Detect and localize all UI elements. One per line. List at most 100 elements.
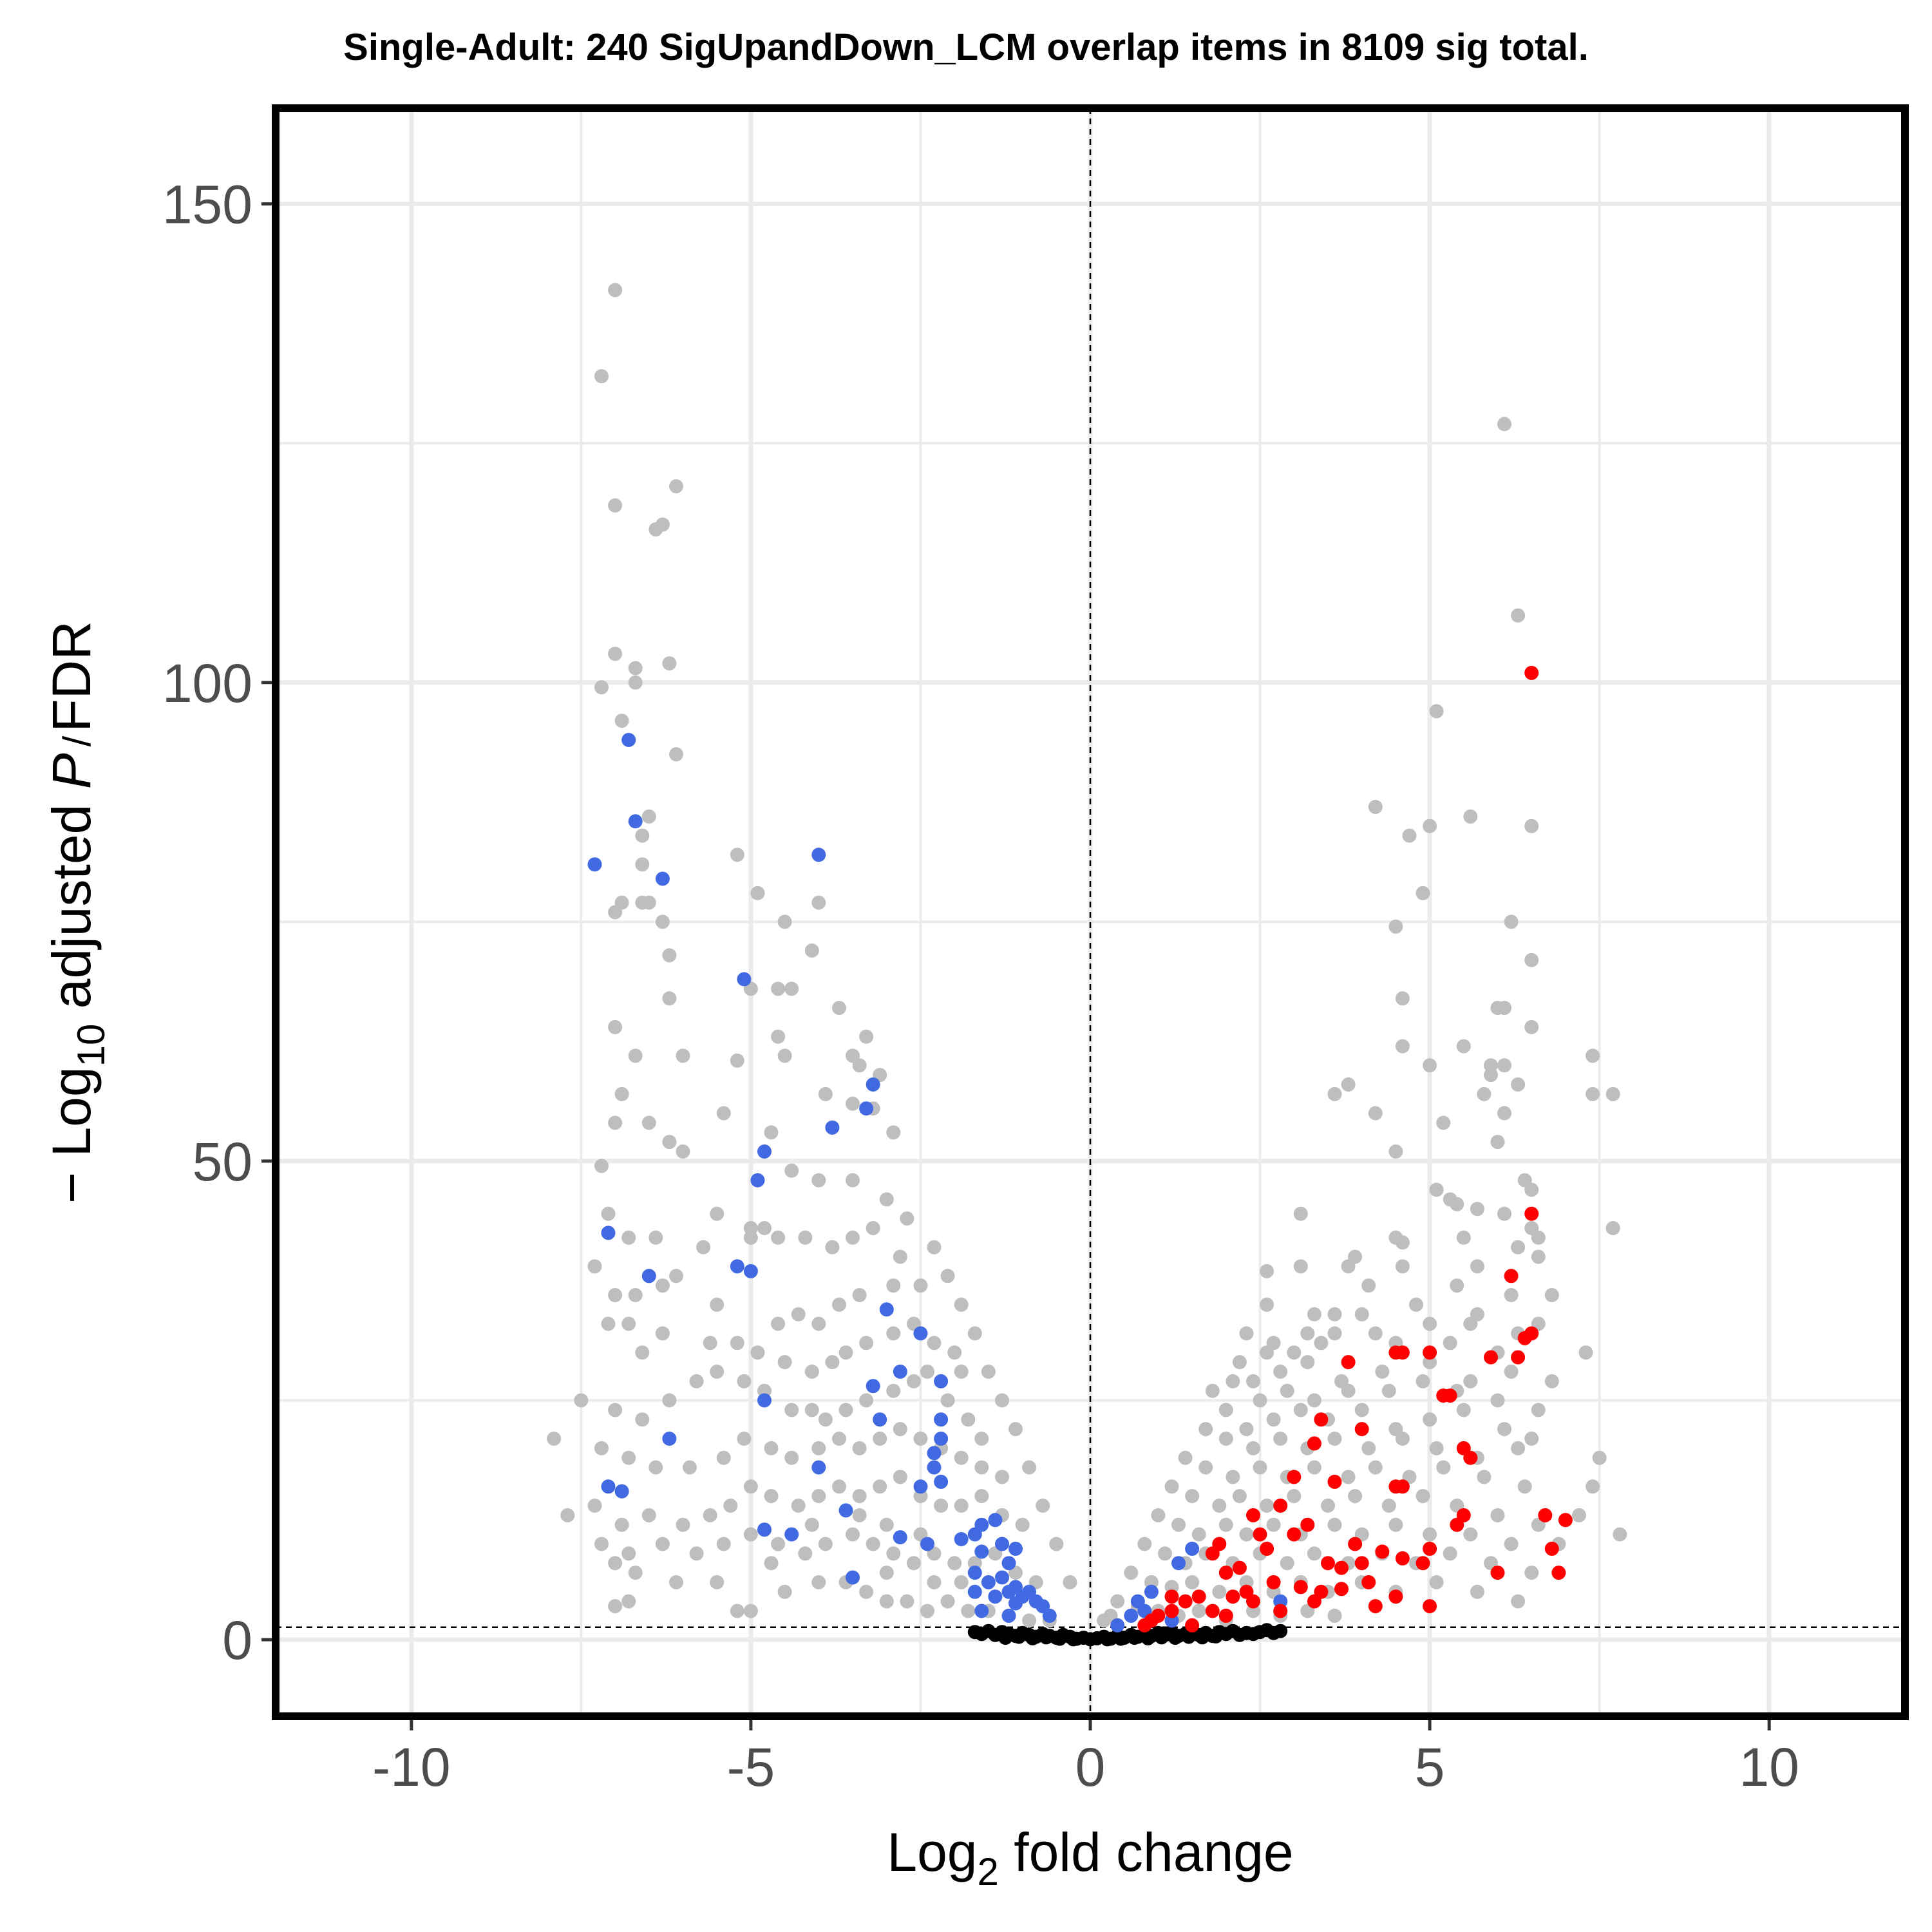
point-significant [1280, 1383, 1294, 1398]
point-significant [621, 1594, 636, 1609]
point-significant [1260, 1499, 1274, 1513]
point-significant [1511, 1441, 1526, 1455]
point-significant [900, 1594, 914, 1609]
point-significant [1450, 1197, 1464, 1211]
point-overlap-up [1375, 1544, 1390, 1559]
point-significant [1300, 1326, 1315, 1341]
point-significant [1544, 1374, 1559, 1388]
point-significant [1307, 1460, 1321, 1475]
point-significant [906, 1556, 921, 1571]
point-significant [1409, 1297, 1423, 1312]
point-overlap-up [1273, 1499, 1288, 1513]
point-significant [662, 1393, 677, 1408]
point-significant [1375, 1364, 1390, 1379]
point-significant [1531, 1230, 1546, 1245]
point-significant [784, 981, 799, 996]
point-overlap-up [1307, 1436, 1321, 1451]
point-significant [832, 1001, 846, 1016]
point-significant [723, 1499, 738, 1513]
point-significant [893, 1249, 907, 1264]
point-overlap-up [1287, 1527, 1302, 1542]
point-significant [628, 1288, 643, 1302]
point-significant [1497, 1422, 1511, 1437]
point-significant [614, 1086, 629, 1101]
point-significant [635, 1345, 650, 1360]
point-significant [641, 809, 656, 824]
series-significant [547, 283, 1627, 1628]
point-significant [1613, 1527, 1627, 1542]
point-significant [547, 1432, 562, 1446]
point-significant [1578, 1345, 1593, 1360]
point-significant [601, 1206, 616, 1221]
y-tick-label: 50 [193, 1132, 252, 1192]
point-significant [947, 1556, 962, 1571]
point-significant [1341, 1077, 1356, 1092]
point-significant [798, 1230, 813, 1245]
point-significant [608, 1403, 623, 1417]
point-overlap-up [1511, 1350, 1526, 1365]
point-significant [1511, 1594, 1526, 1609]
point-not-significant [1066, 1632, 1081, 1647]
point-significant [879, 1566, 894, 1580]
point-significant [1423, 1058, 1437, 1073]
point-significant [825, 1355, 840, 1370]
point-significant [628, 661, 643, 676]
point-overlap-up [1361, 1575, 1376, 1589]
point-significant [601, 1316, 616, 1331]
point-significant [1456, 1403, 1471, 1417]
point-overlap-up [1334, 1582, 1349, 1596]
point-not-significant [1113, 1631, 1128, 1646]
point-significant [703, 1336, 717, 1350]
point-significant [1490, 1393, 1505, 1408]
point-significant [587, 1259, 602, 1274]
point-overlap-down [662, 1432, 677, 1446]
series-overlap-down [587, 733, 1288, 1633]
point-significant [893, 1470, 907, 1484]
x-tick-label: 0 [1075, 1737, 1106, 1797]
point-significant [662, 1135, 677, 1150]
point-overlap-down [743, 1264, 758, 1278]
point-overlap-down [934, 1412, 949, 1427]
point-significant [594, 680, 609, 695]
point-significant [574, 1393, 589, 1408]
point-significant [1009, 1422, 1023, 1437]
point-overlap-down [913, 1479, 928, 1494]
point-significant [635, 1412, 650, 1427]
point-significant [689, 1374, 704, 1388]
point-significant [743, 1604, 758, 1618]
point-significant [641, 1508, 656, 1522]
point-overlap-down [621, 733, 636, 747]
point-significant [784, 1403, 799, 1417]
point-not-significant [1039, 1630, 1054, 1645]
point-significant [846, 1173, 860, 1188]
point-significant [1185, 1575, 1200, 1589]
point-significant [710, 1364, 724, 1379]
point-significant [995, 1470, 1009, 1484]
point-overlap-down [1171, 1556, 1186, 1571]
point-significant [832, 1432, 846, 1446]
point-overlap-down [866, 1379, 880, 1394]
point-overlap-up [1538, 1508, 1553, 1522]
point-significant [1266, 1412, 1281, 1427]
point-overlap-down [967, 1584, 982, 1599]
point-significant [1226, 1374, 1240, 1388]
point-significant [608, 498, 623, 513]
y-axis: 0 50 100 150 [162, 175, 272, 1671]
point-significant [832, 1479, 846, 1494]
point-overlap-down [893, 1364, 907, 1379]
point-significant [649, 1460, 663, 1475]
point-significant [1280, 1556, 1294, 1571]
point-overlap-down [838, 1503, 853, 1518]
point-significant [846, 1096, 860, 1111]
point-significant [1490, 1135, 1505, 1150]
point-significant [886, 1546, 901, 1561]
point-overlap-down [927, 1460, 942, 1475]
point-significant [1253, 1460, 1267, 1475]
point-overlap-down [974, 1604, 989, 1618]
point-significant [927, 1336, 942, 1350]
point-significant [1511, 608, 1526, 623]
point-significant [1293, 1206, 1308, 1221]
point-overlap-down [934, 1374, 949, 1388]
point-significant [1137, 1537, 1152, 1551]
point-overlap-up [1253, 1527, 1267, 1542]
